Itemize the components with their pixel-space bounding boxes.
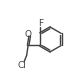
Text: Cl: Cl xyxy=(18,61,27,70)
Text: O: O xyxy=(24,30,32,39)
Text: F: F xyxy=(38,19,43,28)
